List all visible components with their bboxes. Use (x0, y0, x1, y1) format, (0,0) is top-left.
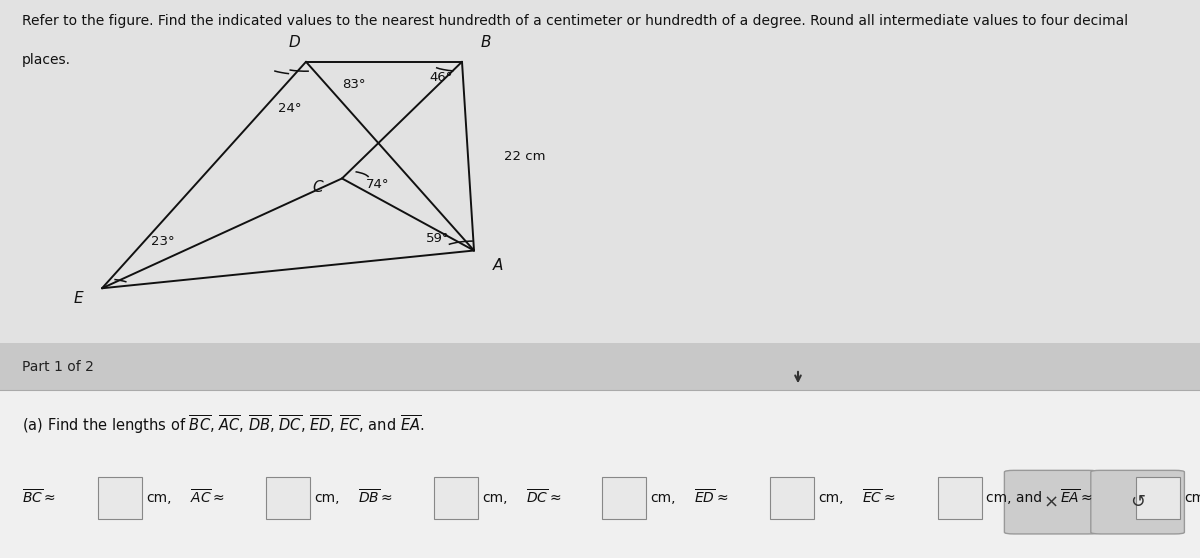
Text: $\overline{AC} \approx$: $\overline{AC} \approx$ (190, 489, 224, 507)
Text: cm,: cm, (818, 491, 844, 505)
Text: 22 cm: 22 cm (504, 150, 546, 162)
Text: E: E (73, 291, 83, 306)
Text: C: C (313, 180, 323, 195)
Bar (0, 343, 1200, 391)
Text: (a) Find the lengths of $\overline{BC}$, $\overline{AC}$, $\overline{DB}$, $\ove: (a) Find the lengths of $\overline{BC}$,… (22, 413, 424, 436)
Text: $\overline{EA} \approx$: $\overline{EA} \approx$ (1060, 489, 1093, 507)
Text: cm,: cm, (146, 491, 172, 505)
Text: D: D (288, 35, 300, 50)
Text: cm, and: cm, and (986, 491, 1043, 505)
FancyBboxPatch shape (434, 477, 478, 519)
FancyBboxPatch shape (1004, 470, 1098, 534)
Text: 23°: 23° (151, 235, 175, 248)
Text: ↺: ↺ (1130, 493, 1145, 511)
Text: cm,: cm, (650, 491, 676, 505)
FancyBboxPatch shape (266, 477, 310, 519)
Bar (0, 391, 1200, 558)
FancyBboxPatch shape (938, 477, 982, 519)
Text: cm,: cm, (314, 491, 340, 505)
Text: $\overline{DB} \approx$: $\overline{DB} \approx$ (358, 489, 392, 507)
FancyBboxPatch shape (602, 477, 646, 519)
FancyBboxPatch shape (770, 477, 814, 519)
FancyBboxPatch shape (1136, 477, 1180, 519)
Text: 59°: 59° (426, 232, 450, 245)
FancyBboxPatch shape (98, 477, 142, 519)
Text: 83°: 83° (342, 78, 366, 90)
Text: cm.: cm. (1184, 491, 1200, 505)
Text: $\overline{BC} \approx$: $\overline{BC} \approx$ (22, 489, 55, 507)
Text: 46°: 46° (430, 71, 452, 84)
Text: Refer to the figure. Find the indicated values to the nearest hundredth of a cen: Refer to the figure. Find the indicated … (22, 14, 1128, 28)
Text: 74°: 74° (366, 178, 390, 191)
Text: $\overline{DC} \approx$: $\overline{DC} \approx$ (526, 489, 560, 507)
FancyBboxPatch shape (1091, 470, 1184, 534)
Text: 24°: 24° (278, 102, 302, 114)
Text: A: A (493, 258, 503, 273)
Text: B: B (481, 35, 491, 50)
Text: cm,: cm, (482, 491, 508, 505)
Text: $\overline{ED} \approx$: $\overline{ED} \approx$ (694, 489, 728, 507)
Text: places.: places. (22, 53, 71, 67)
Text: ×: × (1044, 493, 1058, 511)
Text: Part 1 of 2: Part 1 of 2 (22, 360, 94, 374)
Text: $\overline{EC} \approx$: $\overline{EC} \approx$ (862, 489, 895, 507)
